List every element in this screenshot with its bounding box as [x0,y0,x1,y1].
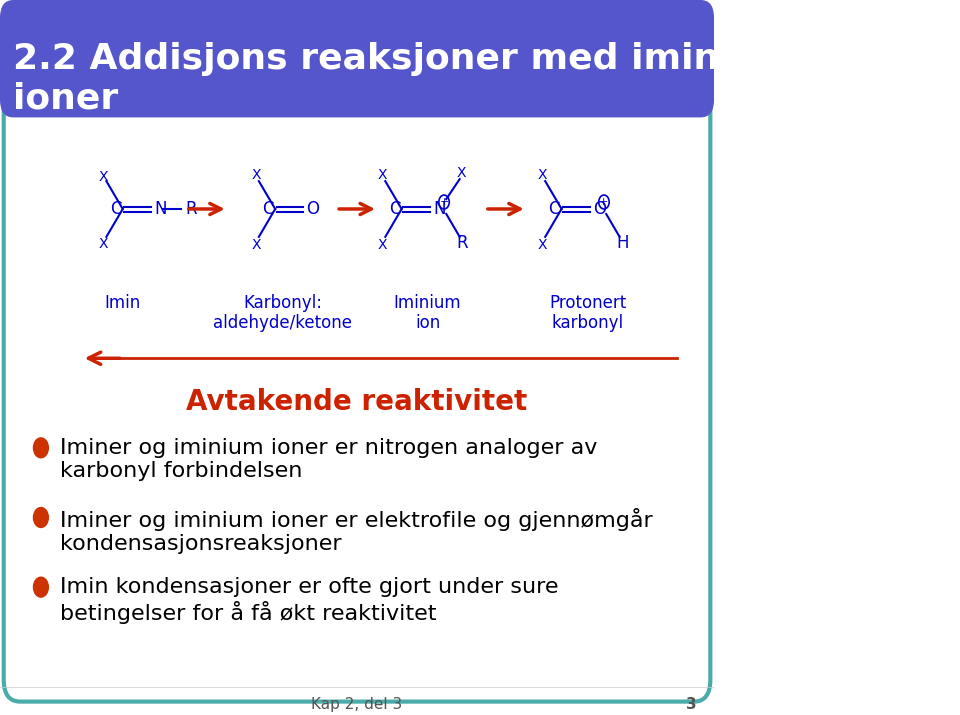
Text: C: C [548,200,560,218]
Text: X: X [99,170,108,184]
Text: ioner: ioner [13,82,119,116]
Text: R: R [185,200,197,218]
Text: X: X [538,168,547,182]
Text: +: + [440,197,448,207]
Text: N: N [433,200,445,218]
Text: N: N [154,200,166,218]
Text: Avtakende reaktivitet: Avtakende reaktivitet [186,388,528,416]
Text: Iminium
ion: Iminium ion [394,294,462,332]
Text: 3: 3 [686,696,697,711]
FancyBboxPatch shape [0,0,714,117]
Text: 2.2 Addisjons reaksjoner med iminer og iminum: 2.2 Addisjons reaksjoner med iminer og i… [13,41,960,76]
Circle shape [34,508,48,528]
Text: Iminer og iminium ioner er elektrofile og gjennømgår
kondensasjonsreaksjoner: Iminer og iminium ioner er elektrofile o… [60,508,652,553]
Text: O: O [306,200,320,218]
Text: +: + [599,197,609,207]
Text: C: C [389,200,400,218]
Text: X: X [377,168,387,182]
Text: X: X [99,237,108,251]
Text: X: X [538,238,547,252]
Text: X: X [252,238,260,252]
Circle shape [34,438,48,458]
Circle shape [34,577,48,597]
Text: O: O [593,200,606,218]
Text: X: X [252,168,260,182]
Text: C: C [262,200,274,218]
Text: X: X [377,238,387,252]
Text: Iminer og iminium ioner er nitrogen analoger av
karbonyl forbindelsen: Iminer og iminium ioner er nitrogen anal… [60,438,597,481]
Text: Protonert
karbonyl: Protonert karbonyl [549,294,626,332]
Text: H: H [616,234,629,252]
Text: Kap 2, del 3: Kap 2, del 3 [311,696,402,711]
Text: Karbonyl:
aldehyde/ketone: Karbonyl: aldehyde/ketone [213,294,352,332]
Text: Imin: Imin [105,294,141,312]
Text: R: R [457,234,468,252]
Text: C: C [109,200,121,218]
Text: X: X [456,166,466,180]
Text: Imin kondensasjoner er ofte gjort under sure
betingelser for å få økt reaktivite: Imin kondensasjoner er ofte gjort under … [60,577,558,624]
